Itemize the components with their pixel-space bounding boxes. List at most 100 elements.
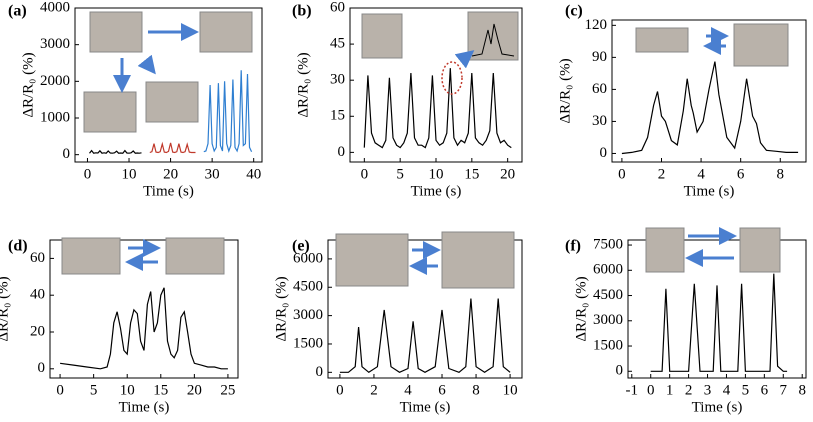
x-tick-label: 4	[723, 382, 731, 398]
panel-label: (b)	[292, 3, 312, 20]
x-tick-label: 4	[404, 382, 412, 398]
x-axis-label: Time (s)	[684, 183, 735, 199]
y-tick-label: 60	[592, 81, 607, 97]
x-tick-label: 0	[361, 166, 369, 182]
y-tick-label: 20	[30, 323, 45, 339]
x-tick-label: 10	[122, 166, 137, 182]
x-axis-label: Time (s)	[400, 399, 451, 415]
y-tick-label: 7500	[593, 236, 623, 252]
photo	[61, 237, 121, 275]
x-tick-label: 10	[503, 382, 518, 398]
x-tick-label: 2	[658, 166, 666, 182]
y-tick-label: 0	[338, 144, 346, 160]
x-tick-label: 4	[697, 166, 705, 182]
line-series	[60, 287, 228, 370]
y-tick-label: 0	[63, 146, 71, 162]
y-tick-label: 60	[330, 0, 345, 15]
callout-circle	[441, 61, 463, 95]
line-series	[621, 61, 799, 155]
x-tick-label: 15	[153, 382, 168, 398]
y-tick-label: 3000	[40, 36, 70, 52]
photo	[165, 237, 225, 275]
panel-label: (c)	[565, 3, 583, 20]
photo	[145, 81, 199, 123]
x-tick-label: 6	[761, 382, 769, 398]
x-tick-label: 20	[187, 382, 202, 398]
x-tick-label: 7	[780, 382, 788, 398]
x-tick-label: 8	[472, 382, 480, 398]
y-tick-label: 30	[592, 113, 607, 129]
photo	[645, 227, 685, 273]
plot-frame	[327, 239, 523, 379]
photo	[335, 233, 409, 287]
x-tick-label: 5	[90, 382, 98, 398]
line-series	[339, 298, 511, 374]
photo	[89, 11, 143, 53]
photo	[83, 91, 137, 133]
line-series	[149, 141, 196, 154]
panel-label: (a)	[8, 3, 27, 20]
y-tick-label: 6000	[593, 262, 623, 278]
photo	[635, 27, 689, 53]
x-tick-label: 0	[647, 382, 655, 398]
arrow	[137, 54, 156, 75]
photo	[361, 13, 403, 59]
y-tick-label: 45	[330, 36, 345, 52]
y-tick-label: 0	[616, 363, 624, 379]
y-axis-label: ΔR/R₀ (%)	[573, 276, 589, 341]
x-tick-label: 3	[704, 382, 712, 398]
y-axis-label: ΔR/R₀ (%)	[557, 58, 573, 123]
y-tick-label: 0	[38, 360, 46, 376]
y-tick-label: 30	[330, 72, 345, 88]
y-axis-label: ΔR/R₀ (%)	[0, 276, 11, 341]
x-axis-label: Time (s)	[692, 399, 743, 415]
panel-label: (e)	[292, 238, 310, 255]
x-tick-label: 30	[205, 166, 220, 182]
x-tick-label: 15	[464, 166, 479, 182]
plot-frame	[627, 239, 807, 379]
y-tick-label: 6000	[293, 250, 323, 266]
x-tick-label: 8	[798, 382, 806, 398]
x-axis-label: Time (s)	[119, 399, 170, 415]
y-tick-label: 40	[30, 287, 45, 303]
x-tick-label: 8	[777, 166, 785, 182]
photo	[739, 227, 781, 273]
plot-frame	[611, 19, 807, 163]
y-axis-label: ΔR/R₀ (%)	[273, 276, 289, 341]
line-series	[363, 68, 512, 149]
y-tick-label: 2000	[40, 73, 70, 89]
y-tick-label: 4500	[593, 287, 623, 303]
y-tick-label: 4500	[293, 279, 323, 295]
photo	[441, 231, 515, 289]
y-tick-label: 3000	[593, 312, 623, 328]
y-tick-label: 1000	[40, 109, 70, 125]
y-tick-label: 0	[316, 364, 324, 380]
x-tick-label: -1	[626, 382, 639, 398]
inset-trace	[471, 23, 515, 57]
y-axis-label: ΔR/R₀ (%)	[295, 52, 311, 117]
y-axis-label: ΔR/R₀ (%)	[20, 52, 36, 117]
x-tick-label: 6	[737, 166, 745, 182]
x-tick-label: 10	[120, 382, 135, 398]
arrow	[454, 50, 475, 69]
y-tick-label: 1500	[293, 335, 323, 351]
line-series	[203, 70, 253, 153]
x-tick-label: 10	[429, 166, 444, 182]
x-tick-label: 0	[336, 382, 344, 398]
photo	[733, 23, 789, 67]
y-tick-label: 15	[330, 108, 345, 124]
photo	[467, 11, 519, 61]
line-series	[650, 273, 788, 372]
panel-label: (d)	[8, 238, 28, 255]
x-tick-label: 40	[246, 166, 261, 182]
x-axis-label: Time (s)	[143, 183, 194, 199]
line-series	[89, 149, 142, 154]
y-tick-label: 90	[592, 49, 607, 65]
y-tick-label: 0	[600, 145, 608, 161]
y-tick-label: 4000	[40, 0, 70, 15]
photo	[199, 11, 253, 53]
x-tick-label: 5	[396, 166, 404, 182]
x-tick-label: 5	[742, 382, 750, 398]
x-tick-label: 0	[56, 382, 64, 398]
